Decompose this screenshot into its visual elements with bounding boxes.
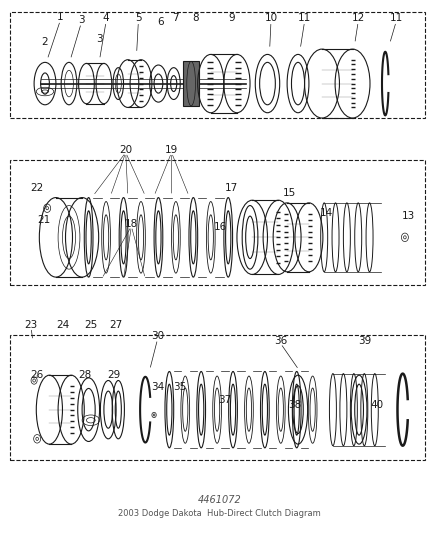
Text: 29: 29 bbox=[107, 370, 120, 380]
Text: 5: 5 bbox=[135, 13, 141, 23]
Text: 27: 27 bbox=[109, 320, 122, 330]
Text: 18: 18 bbox=[124, 219, 138, 229]
Text: 14: 14 bbox=[318, 208, 332, 219]
Text: 19: 19 bbox=[165, 145, 178, 155]
Text: 17: 17 bbox=[225, 183, 238, 193]
FancyBboxPatch shape bbox=[10, 12, 424, 118]
Text: 12: 12 bbox=[351, 13, 364, 23]
Text: 13: 13 bbox=[400, 211, 413, 221]
Text: 4461072: 4461072 bbox=[197, 495, 241, 505]
FancyBboxPatch shape bbox=[10, 335, 424, 460]
Text: 20: 20 bbox=[119, 145, 132, 155]
Text: 39: 39 bbox=[358, 336, 371, 346]
Text: 30: 30 bbox=[151, 332, 164, 342]
Text: 15: 15 bbox=[282, 188, 295, 198]
Text: 4: 4 bbox=[102, 13, 109, 23]
FancyBboxPatch shape bbox=[10, 160, 424, 285]
Text: 36: 36 bbox=[273, 336, 286, 346]
Text: 24: 24 bbox=[56, 320, 69, 330]
Text: 9: 9 bbox=[228, 13, 234, 23]
Text: 3: 3 bbox=[96, 34, 102, 44]
Text: 21: 21 bbox=[37, 215, 51, 225]
Text: 16: 16 bbox=[213, 222, 226, 232]
Text: 23: 23 bbox=[25, 320, 38, 330]
Text: 25: 25 bbox=[84, 320, 97, 330]
Text: 35: 35 bbox=[172, 382, 186, 392]
Text: 26: 26 bbox=[31, 370, 44, 380]
Text: 2: 2 bbox=[41, 37, 47, 47]
Text: 37: 37 bbox=[218, 395, 231, 405]
Text: 10: 10 bbox=[264, 13, 277, 23]
Text: 1: 1 bbox=[57, 12, 64, 22]
Text: 3: 3 bbox=[78, 15, 85, 25]
Text: 2003 Dodge Dakota  Hub-Direct Clutch Diagram: 2003 Dodge Dakota Hub-Direct Clutch Diag… bbox=[118, 508, 320, 518]
Text: 11: 11 bbox=[297, 13, 311, 23]
Text: 28: 28 bbox=[78, 370, 92, 380]
Text: 22: 22 bbox=[31, 183, 44, 193]
Text: 38: 38 bbox=[287, 400, 300, 410]
Bar bbox=[183, 61, 198, 106]
Text: 40: 40 bbox=[369, 400, 382, 410]
Text: 34: 34 bbox=[151, 382, 164, 392]
Text: 7: 7 bbox=[172, 13, 179, 23]
Text: 11: 11 bbox=[389, 13, 402, 23]
Text: 8: 8 bbox=[191, 13, 198, 23]
Text: 6: 6 bbox=[157, 17, 163, 27]
